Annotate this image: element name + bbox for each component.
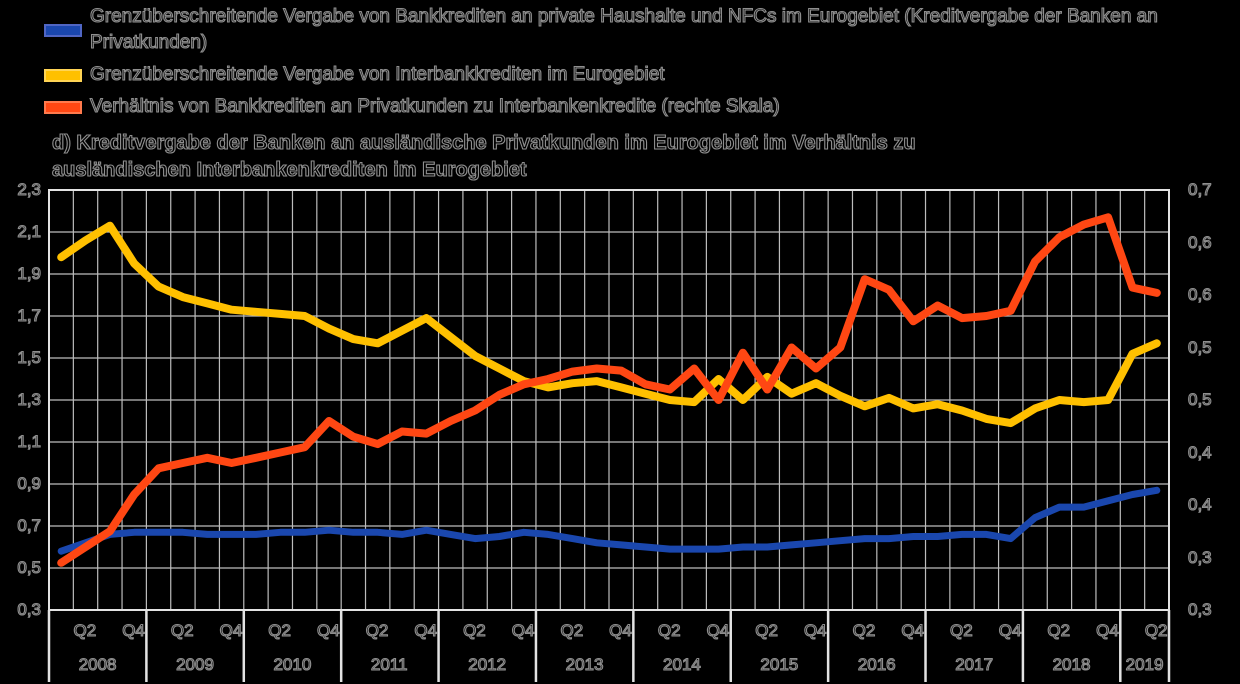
x-axis-year-label: 2014 — [662, 654, 701, 674]
legend-item: Verhältnis von Bankkrediten an Privatkun… — [44, 94, 1234, 120]
left-axis-tick-label: 2,1 — [17, 221, 42, 241]
left-axis-tick-label: 1,3 — [17, 389, 42, 409]
x-axis-year-label: 2013 — [565, 654, 604, 674]
x-axis-quarter-label: Q4 — [316, 620, 340, 640]
x-axis-quarter-label: Q4 — [706, 620, 730, 640]
x-axis-quarter-label: Q4 — [803, 620, 827, 640]
series-line-2 — [57, 213, 1161, 567]
legend-item-label: Verhältnis von Bankkrediten an Privatkun… — [89, 95, 780, 117]
x-axis-quarter-label: Q4 — [1096, 620, 1120, 640]
plot-frame — [48, 189, 1170, 611]
x-axis-year-label: 2015 — [760, 654, 799, 674]
right-axis-tick-label: 0,3 — [1187, 547, 1212, 567]
x-axis-quarter-label: Q2 — [949, 620, 973, 640]
legend-item: Grenzüberschreitende Vergabe von Interba… — [44, 62, 1234, 88]
legend-item: Grenzüberschreitende Vergabe von Bankkre… — [44, 4, 1234, 56]
right-axis-tick-label: 0,5 — [1187, 337, 1212, 357]
right-axis-tick-label: 0,6 — [1187, 232, 1212, 252]
legend-swatch-icon — [44, 100, 82, 114]
right-axis-tick-label: 0,3 — [1187, 599, 1212, 619]
series-line-0 — [57, 486, 1161, 555]
legend-swatch-icon — [44, 68, 82, 82]
right-axis-tick-label: 0,5 — [1187, 389, 1212, 409]
x-axis-year-label: 2008 — [78, 654, 117, 674]
left-axis-tick-label: 1,7 — [17, 305, 42, 325]
x-axis-year-label: 2012 — [468, 654, 507, 674]
x-axis-quarter-label: Q2 — [268, 620, 292, 640]
x-axis-quarter-label: Q4 — [122, 620, 146, 640]
chart-title-line-1: d) Kreditvergabe der Banken an ausländis… — [51, 131, 916, 154]
right-axis-tick-label: 0,4 — [1187, 494, 1212, 514]
x-axis-quarter-label: Q2 — [1144, 620, 1168, 640]
x-axis-quarter-label: Q4 — [901, 620, 925, 640]
x-axis-quarter-label: Q4 — [998, 620, 1022, 640]
x-axis-year-label: 2010 — [273, 654, 312, 674]
right-axis-tick-label: 0,6 — [1187, 284, 1212, 304]
chart-title: d) Kreditvergabe der Banken an ausländis… — [51, 130, 916, 184]
left-axis-tick-label: 0,3 — [17, 599, 42, 619]
series-line-1 — [57, 221, 1161, 428]
x-axis-quarter-label: Q2 — [365, 620, 389, 640]
left-axis-tick-label: 1,5 — [17, 347, 42, 367]
chart-title-line-2: ausländischen Interbankenkrediten im Eur… — [51, 158, 527, 181]
x-axis-year-label: 2009 — [176, 654, 215, 674]
left-axis-tick-label: 0,7 — [17, 515, 42, 535]
x-axis-quarter-label: Q2 — [852, 620, 876, 640]
x-axis-quarter-label: Q2 — [657, 620, 681, 640]
x-axis-quarter-label: Q2 — [1047, 620, 1071, 640]
x-axis-quarter-label: Q2 — [73, 620, 97, 640]
x-axis-quarter-label: Q2 — [755, 620, 779, 640]
legend-swatch-icon — [44, 23, 82, 37]
legend-item-label: Grenzüberschreitende Vergabe von Bankkre… — [89, 5, 1158, 53]
right-axis-tick-label: 0,7 — [1187, 179, 1212, 199]
legend-item-label: Grenzüberschreitende Vergabe von Interba… — [89, 63, 665, 85]
legend: Grenzüberschreitende Vergabe von Bankkre… — [44, 4, 1234, 120]
x-axis-year-label: 2016 — [857, 654, 896, 674]
left-axis-tick-label: 2,3 — [17, 179, 42, 199]
left-axis-tick-label: 0,9 — [17, 473, 42, 493]
x-axis-quarter-label: Q4 — [511, 620, 535, 640]
x-axis-year-label: 2017 — [955, 654, 994, 674]
right-axis-tick-label: 0,4 — [1187, 442, 1212, 462]
x-axis-quarter-label: Q2 — [560, 620, 584, 640]
x-axis-quarter-label: Q4 — [219, 620, 243, 640]
left-axis-tick-label: 0,5 — [17, 557, 42, 577]
x-axis-quarter-label: Q4 — [414, 620, 438, 640]
x-axis-quarter-label: Q2 — [170, 620, 194, 640]
x-axis-year-label: 2018 — [1052, 654, 1091, 674]
x-axis-year-label: 2019 — [1125, 654, 1164, 674]
x-axis-year-label: 2011 — [370, 654, 408, 674]
left-axis-tick-label: 1,1 — [17, 431, 42, 451]
x-axis-quarter-label: Q4 — [609, 620, 633, 640]
left-axis-tick-label: 1,9 — [17, 263, 42, 283]
x-axis-quarter-label: Q2 — [463, 620, 487, 640]
